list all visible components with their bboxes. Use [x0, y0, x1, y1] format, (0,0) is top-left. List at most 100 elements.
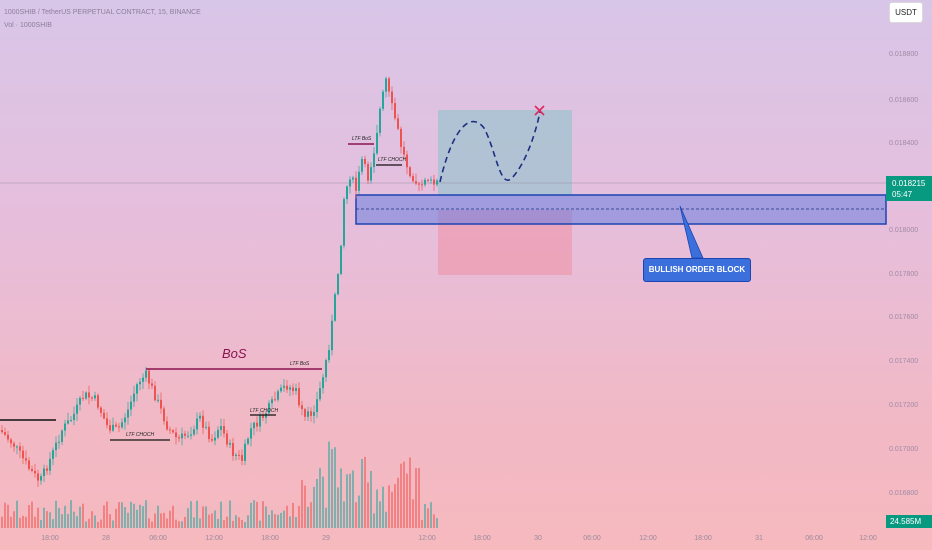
volume-bar — [361, 459, 363, 528]
volume-bar — [406, 473, 408, 528]
candle-body — [259, 415, 261, 427]
volume-bar — [106, 501, 108, 528]
candle-body — [58, 441, 60, 443]
volume-bar — [235, 515, 237, 528]
volume-bar — [250, 502, 252, 528]
volume-bar — [1, 516, 3, 528]
candle-body — [280, 387, 282, 392]
candle-body — [316, 399, 318, 412]
candle-body — [4, 432, 6, 435]
volume-bar — [373, 513, 375, 528]
volume-bar — [397, 477, 399, 528]
volume-bar — [154, 513, 156, 528]
candle-body — [424, 179, 426, 185]
candle-body — [349, 179, 351, 187]
candle-body — [178, 437, 180, 439]
candle-body — [238, 454, 240, 456]
volume-bar — [415, 468, 417, 528]
volume-bar — [247, 515, 249, 528]
candle-body — [319, 388, 321, 400]
price-tick-label: 0.017000 — [889, 446, 919, 453]
volume-bar — [259, 520, 261, 528]
candle-body — [436, 180, 438, 185]
price-tick-label: 0.017800 — [889, 271, 919, 278]
time-tick-label: 30 — [534, 535, 542, 542]
volume-bar — [220, 501, 222, 528]
candle-body — [226, 433, 228, 445]
candle-body — [346, 186, 348, 200]
candle-body — [169, 429, 171, 431]
candle-body — [145, 370, 147, 378]
candle-body — [118, 426, 120, 428]
volume-bar — [238, 517, 240, 528]
candle-body — [244, 443, 246, 461]
volume-bar — [160, 513, 162, 528]
volume-bar — [46, 511, 48, 528]
candle-body — [49, 458, 51, 471]
volume-bar — [424, 504, 426, 528]
candle-body — [79, 397, 81, 405]
candle-body — [397, 118, 399, 129]
symbol-title: 1000SHIB / TetherUS PERPETUAL CONTRACT, … — [4, 9, 201, 16]
volume-bar — [37, 507, 39, 528]
candle-body — [19, 446, 21, 451]
volume-bar — [208, 514, 210, 528]
candle-body — [247, 438, 249, 444]
candle-body — [196, 418, 198, 430]
candle-body — [133, 393, 135, 402]
volume-bar — [430, 502, 432, 528]
projected-path — [439, 111, 541, 183]
candle-body — [43, 468, 45, 477]
time-tick-label: 31 — [755, 535, 763, 542]
time-tick-label: 12:00 — [205, 535, 223, 542]
candle-body — [217, 429, 219, 438]
price-tick-label: 0.018600 — [889, 97, 919, 104]
volume-bar — [10, 516, 12, 528]
candle-body — [109, 425, 111, 431]
volume-bar — [22, 515, 24, 528]
candle-body — [298, 388, 300, 406]
volume-bar — [151, 521, 153, 528]
candle-body — [304, 409, 306, 417]
volume-bar — [85, 521, 87, 528]
candle-body — [76, 404, 78, 414]
price-tick-label: 0.018400 — [889, 140, 919, 147]
candle-body — [271, 399, 273, 404]
candle-body — [391, 91, 393, 104]
volume-bars — [1, 441, 438, 528]
volume-bar — [412, 499, 414, 528]
candle-body — [418, 183, 420, 185]
candle-body — [274, 399, 276, 401]
time-tick-label: 12:00 — [859, 535, 877, 542]
candle-body — [277, 391, 279, 400]
volume-bar — [376, 489, 378, 528]
candle-body — [190, 434, 192, 436]
time-tick-label: 18:00 — [261, 535, 279, 542]
candle-body — [34, 470, 36, 474]
volume-bar — [223, 520, 225, 528]
candle-body — [7, 434, 9, 440]
candle-body — [214, 437, 216, 441]
candle-body — [157, 399, 159, 401]
candle-body — [385, 78, 387, 92]
volume-bar — [307, 506, 309, 528]
candle-body — [253, 422, 255, 429]
candle-body — [223, 426, 225, 434]
volume-bar — [31, 501, 33, 528]
volume-bar — [121, 502, 123, 528]
volume-bar — [364, 456, 366, 528]
volume-value-tag: 24.585M — [886, 515, 932, 528]
volume-bar — [136, 509, 138, 528]
currency-button[interactable]: USDT — [889, 2, 923, 23]
current-price-tag: 0.018215 05:47 — [886, 176, 932, 201]
ltf-bos-label-low: LTF BoS — [290, 361, 310, 367]
candle-body — [310, 411, 312, 416]
volume-bar — [139, 504, 141, 528]
volume-bar — [82, 503, 84, 528]
volume-bar — [16, 500, 18, 528]
volume-bar — [229, 500, 231, 528]
candle-body — [70, 420, 72, 422]
volume-bar — [58, 507, 60, 528]
